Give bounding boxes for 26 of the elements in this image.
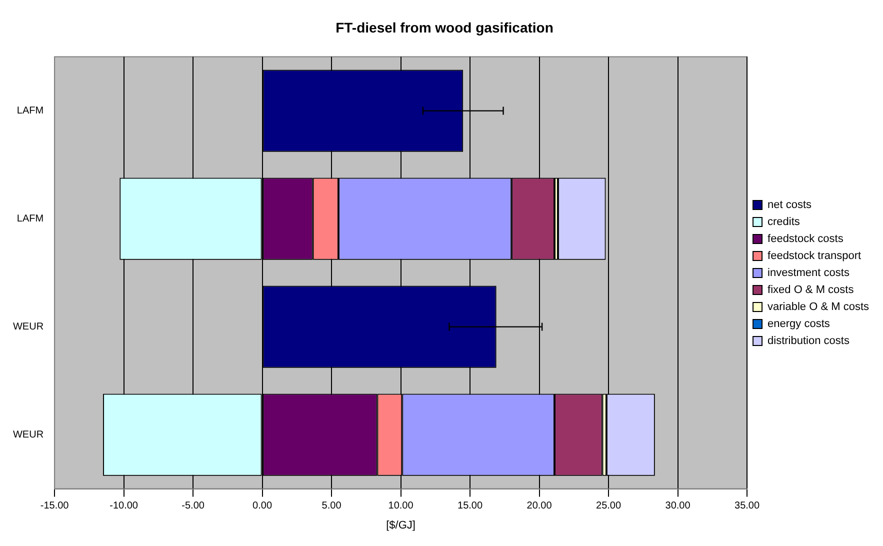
x-tick-label: 10.00 <box>388 500 414 512</box>
legend-label: distribution costs <box>768 335 850 348</box>
x-tick-label: -10.00 <box>110 500 138 512</box>
x-tick-label: 25.00 <box>596 500 622 512</box>
legend-label: investment costs <box>768 267 850 280</box>
x-tick-label: 20.00 <box>526 500 552 512</box>
x-tick-label: -5.00 <box>182 500 205 512</box>
y-tick-label: WEUR <box>12 322 44 333</box>
y-tick-label: WEUR <box>12 430 44 441</box>
x-tick-label: 30.00 <box>665 500 691 512</box>
x-tick-label: -15.00 <box>40 500 70 512</box>
x-tick-label: 15.00 <box>458 500 483 512</box>
x-tick-label: 5.00 <box>322 500 342 512</box>
legend-label: fixed O & M costs <box>768 284 854 296</box>
legend-label: feedstock costs <box>768 233 844 246</box>
legend-label: variable O & M costs <box>768 301 870 314</box>
x-tick-label: 0.00 <box>252 500 272 512</box>
y-tick-label: LAFM <box>16 214 44 225</box>
legend-label: net costs <box>768 199 812 212</box>
x-tick-label: 35.00 <box>734 500 760 512</box>
legend-label: feedstock transport <box>768 250 862 262</box>
legend-label: credits <box>768 216 800 228</box>
x-axis-title: [$/GJ] <box>386 519 416 532</box>
legend-label: energy costs <box>768 318 830 330</box>
y-tick-label: LAFM <box>16 106 44 117</box>
chart-title: FT-diesel from wood gasification <box>336 19 554 36</box>
